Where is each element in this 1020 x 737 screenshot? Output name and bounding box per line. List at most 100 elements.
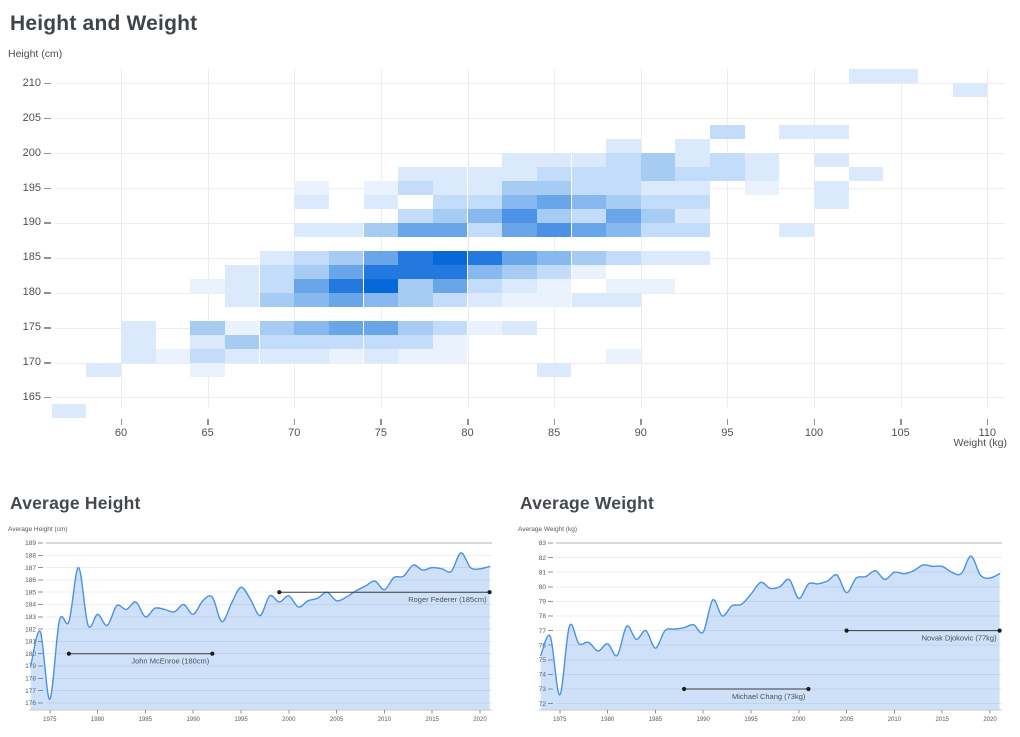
heatmap-cell[interactable] xyxy=(710,167,745,182)
heatmap-cell[interactable] xyxy=(606,153,641,168)
heatmap-cell[interactable] xyxy=(432,278,468,293)
heatmap-cell[interactable] xyxy=(294,320,329,335)
heatmap-cell[interactable] xyxy=(536,208,572,223)
heatmap-cell[interactable] xyxy=(606,139,641,154)
heatmap-cell[interactable] xyxy=(675,153,710,168)
heatmap-cell[interactable] xyxy=(467,278,503,293)
heatmap-cell[interactable] xyxy=(363,334,399,349)
heatmap-cell[interactable] xyxy=(536,167,572,182)
heatmap-cell[interactable] xyxy=(606,292,641,307)
heatmap-cell[interactable] xyxy=(710,125,745,140)
heatmap-cell[interactable] xyxy=(640,181,676,195)
heatmap-cell[interactable] xyxy=(502,292,537,307)
heatmap-cell[interactable] xyxy=(744,181,780,195)
heatmap-cell[interactable] xyxy=(294,264,329,279)
heatmap-cell[interactable] xyxy=(190,278,225,293)
heatmap-cell[interactable] xyxy=(398,264,433,279)
heatmap-cell[interactable] xyxy=(640,167,676,182)
heatmap-cell[interactable] xyxy=(328,292,364,307)
heatmap-cell[interactable] xyxy=(432,208,468,223)
heatmap-cell[interactable] xyxy=(467,181,503,195)
heatmap-cell[interactable] xyxy=(328,264,364,279)
heatmap-cell[interactable] xyxy=(536,250,572,265)
heatmap-cell[interactable] xyxy=(398,181,433,195)
heatmap-cell[interactable] xyxy=(259,250,295,265)
heatmap-cell[interactable] xyxy=(328,334,364,349)
heatmap-cell[interactable] xyxy=(121,348,156,363)
heatmap-cell[interactable] xyxy=(467,208,503,223)
heatmap-cell[interactable] xyxy=(467,167,503,182)
heatmap-cell[interactable] xyxy=(398,348,433,363)
heatmap-cell[interactable] xyxy=(571,222,607,237)
heatmap-cell[interactable] xyxy=(259,264,295,279)
heatmap-cell[interactable] xyxy=(536,362,572,377)
heatmap-cell[interactable] xyxy=(190,320,225,335)
heatmap-cell[interactable] xyxy=(328,278,364,293)
heatmap-cell[interactable] xyxy=(814,181,849,195)
heatmap-cell[interactable] xyxy=(398,222,433,237)
heatmap-cell[interactable] xyxy=(779,125,814,140)
heatmap-cell[interactable] xyxy=(328,250,364,265)
heatmap-cell[interactable] xyxy=(536,222,572,237)
heatmap-cell[interactable] xyxy=(259,334,295,349)
heatmap-cell[interactable] xyxy=(363,348,399,363)
heatmap-cell[interactable] xyxy=(744,167,780,182)
heatmap-cell[interactable] xyxy=(606,278,641,293)
heatmap-cell[interactable] xyxy=(640,222,676,237)
heatmap-cell[interactable] xyxy=(398,292,433,307)
heatmap-cell[interactable] xyxy=(536,181,572,195)
heatmap-cell[interactable] xyxy=(432,292,468,307)
heatmap-cell[interactable] xyxy=(467,292,503,307)
heatmap-cell[interactable] xyxy=(294,195,329,209)
heatmap-cell[interactable] xyxy=(363,181,399,195)
heatmap-cell[interactable] xyxy=(432,334,468,349)
heatmap-cell[interactable] xyxy=(606,222,641,237)
heatmap-cell[interactable] xyxy=(432,348,468,363)
heatmap-cell[interactable] xyxy=(571,153,607,168)
heatmap-cell[interactable] xyxy=(675,250,710,265)
heatmap-cell[interactable] xyxy=(294,278,329,293)
heatmap-cell[interactable] xyxy=(640,195,676,209)
heatmap-cell[interactable] xyxy=(294,222,329,237)
heatmap-cell[interactable] xyxy=(294,334,329,349)
heatmap-cell[interactable] xyxy=(502,222,537,237)
heatmap-cell[interactable] xyxy=(536,195,572,209)
heatmap-cell[interactable] xyxy=(121,320,156,335)
heatmap-cell[interactable] xyxy=(363,292,399,307)
heatmap-cell[interactable] xyxy=(502,208,537,223)
heatmap-cell[interactable] xyxy=(675,139,710,154)
heatmap-cell[interactable] xyxy=(259,292,295,307)
heatmap-cell[interactable] xyxy=(190,334,225,349)
heatmap-cell[interactable] xyxy=(259,278,295,293)
heatmap-cell[interactable] xyxy=(259,320,295,335)
heatmap-cell[interactable] xyxy=(398,320,433,335)
heatmap-cell[interactable] xyxy=(883,69,918,84)
heatmap-cell[interactable] xyxy=(432,222,468,237)
heatmap-cell[interactable] xyxy=(640,278,676,293)
heatmap-cell[interactable] xyxy=(190,362,225,377)
heatmap-cell[interactable] xyxy=(710,153,745,168)
heatmap-cell[interactable] xyxy=(224,278,260,293)
heatmap-cell[interactable] xyxy=(155,348,191,363)
heatmap-cell[interactable] xyxy=(814,195,849,209)
heatmap-cell[interactable] xyxy=(363,195,399,209)
heatmap-cell[interactable] xyxy=(606,348,641,363)
heatmap-cell[interactable] xyxy=(432,250,468,265)
heatmap-cell[interactable] xyxy=(848,69,884,84)
heatmap-cell[interactable] xyxy=(467,250,503,265)
heatmap-cell[interactable] xyxy=(294,348,329,363)
heatmap-plot-area[interactable]: 210 205 200 195 190 185 180 175 170 165 60 65 70 75 80… xyxy=(0,0,1020,462)
heatmap-cell[interactable] xyxy=(952,83,988,98)
heatmap-cell[interactable] xyxy=(640,250,676,265)
heatmap-cell[interactable] xyxy=(744,153,780,168)
heatmap-cell[interactable] xyxy=(502,320,537,335)
heatmap-cell[interactable] xyxy=(432,264,468,279)
heatmap-cell[interactable] xyxy=(606,195,641,209)
heatmap-cell[interactable] xyxy=(467,195,503,209)
heatmap-cell[interactable] xyxy=(432,181,468,195)
heatmap-cell[interactable] xyxy=(398,278,433,293)
heatmap-cell[interactable] xyxy=(675,222,710,237)
heatmap-cell[interactable] xyxy=(571,195,607,209)
heatmap-cell[interactable] xyxy=(51,404,87,419)
heatmap-cell[interactable] xyxy=(259,348,295,363)
